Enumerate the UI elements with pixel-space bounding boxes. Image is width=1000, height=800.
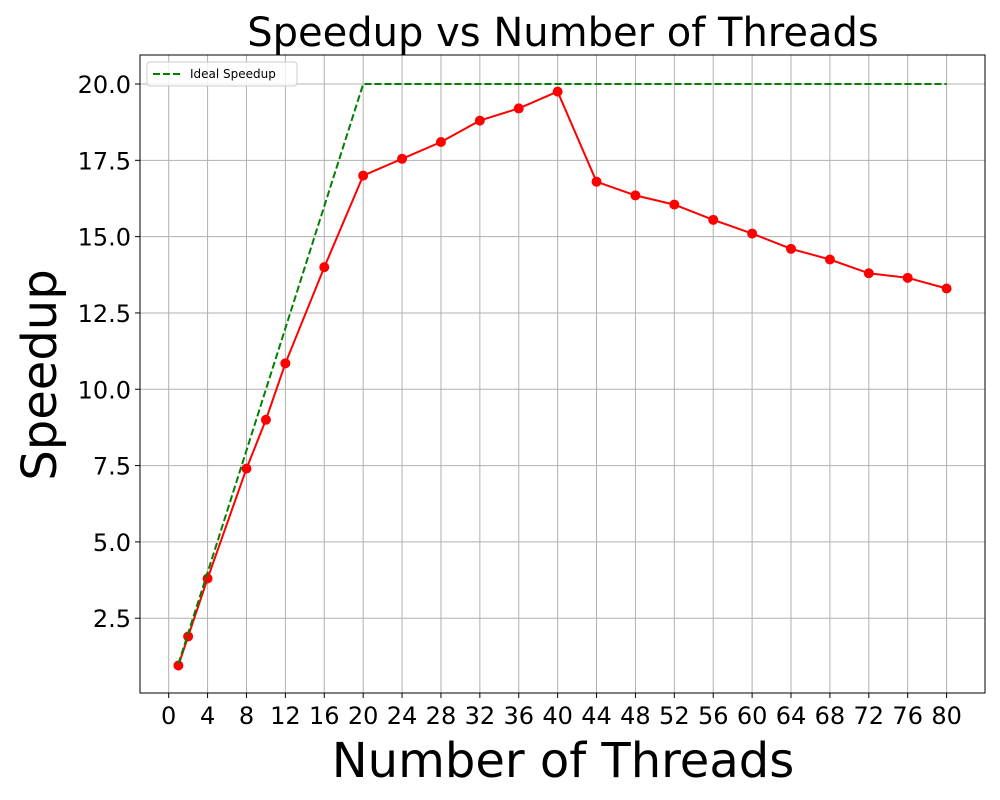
x-tick-label: 56 (698, 702, 729, 730)
series-layer (173, 83, 952, 671)
x-tick-label: 16 (309, 702, 340, 730)
speedup-point (630, 190, 641, 201)
legend-label: Ideal Speedup (190, 67, 276, 81)
speedup-point (747, 228, 758, 239)
speedup-point (397, 153, 408, 164)
speedup-point (552, 86, 563, 97)
x-tick-label: 52 (659, 702, 690, 730)
speedup-point (358, 170, 369, 181)
y-axis-label: Speedup (12, 269, 68, 480)
plot-frame (139, 54, 986, 694)
speedup-point (902, 272, 913, 283)
x-tick-label: 72 (854, 702, 885, 730)
speedup-point (513, 103, 524, 114)
legend: Ideal Speedup (146, 61, 298, 87)
x-tick-label: 32 (465, 702, 496, 730)
x-tick-label: 76 (892, 702, 923, 730)
x-tick-label: 80 (931, 702, 962, 730)
x-tick-label: 48 (620, 702, 651, 730)
x-axis-ticks: 0 4 8 12 16 20 24 28 32 36 40 44 48 52 56 60 64 68 72 76 80 (161, 693, 962, 730)
x-tick-label: 4 (200, 702, 215, 730)
speedup-point (669, 199, 680, 210)
x-tick-label: 12 (270, 702, 301, 730)
x-axis-label: Number of Threads (332, 733, 794, 789)
speedup-point (280, 358, 291, 369)
x-tick-label: 0 (161, 702, 176, 730)
y-tick-label: 10.0 (78, 376, 131, 404)
legend-box (146, 61, 298, 87)
x-tick-label: 64 (776, 702, 807, 730)
chart-title: Speedup vs Number of Threads (247, 10, 878, 56)
y-tick-label: 20.0 (78, 71, 131, 99)
speedup-point (591, 176, 602, 187)
speedup-point (241, 463, 252, 474)
x-tick-label: 36 (503, 702, 534, 730)
y-tick-label: 17.5 (78, 147, 131, 175)
speedup-point (863, 268, 874, 279)
y-tick-label: 5.0 (93, 529, 131, 557)
speedup-point (319, 262, 330, 273)
x-tick-label: 28 (426, 702, 457, 730)
y-tick-label: 15.0 (78, 224, 131, 252)
y-tick-label: 7.5 (93, 453, 131, 481)
speedup-point (260, 414, 271, 425)
x-tick-label: 44 (581, 702, 612, 730)
x-tick-label: 8 (239, 702, 254, 730)
x-tick-label: 68 (815, 702, 846, 730)
speedup-point (435, 137, 446, 147)
speedup-point (708, 214, 719, 225)
x-tick-label: 40 (542, 702, 573, 730)
speedup-point (941, 283, 952, 294)
x-tick-label: 60 (737, 702, 768, 730)
speedup-point (474, 115, 485, 126)
y-tick-label: 12.5 (78, 300, 131, 328)
y-axis-ticks: 2.5 5.0 7.5 10.0 12.5 15.0 17.5 20.0 (78, 71, 140, 633)
ideal-speedup-line (177, 83, 947, 665)
x-tick-label: 20 (348, 702, 379, 730)
y-tick-label: 2.5 (93, 605, 131, 633)
speedup-point (786, 243, 797, 254)
x-tick-label: 24 (387, 702, 418, 730)
speedup-point (824, 254, 835, 265)
grid-lines (140, 55, 985, 693)
